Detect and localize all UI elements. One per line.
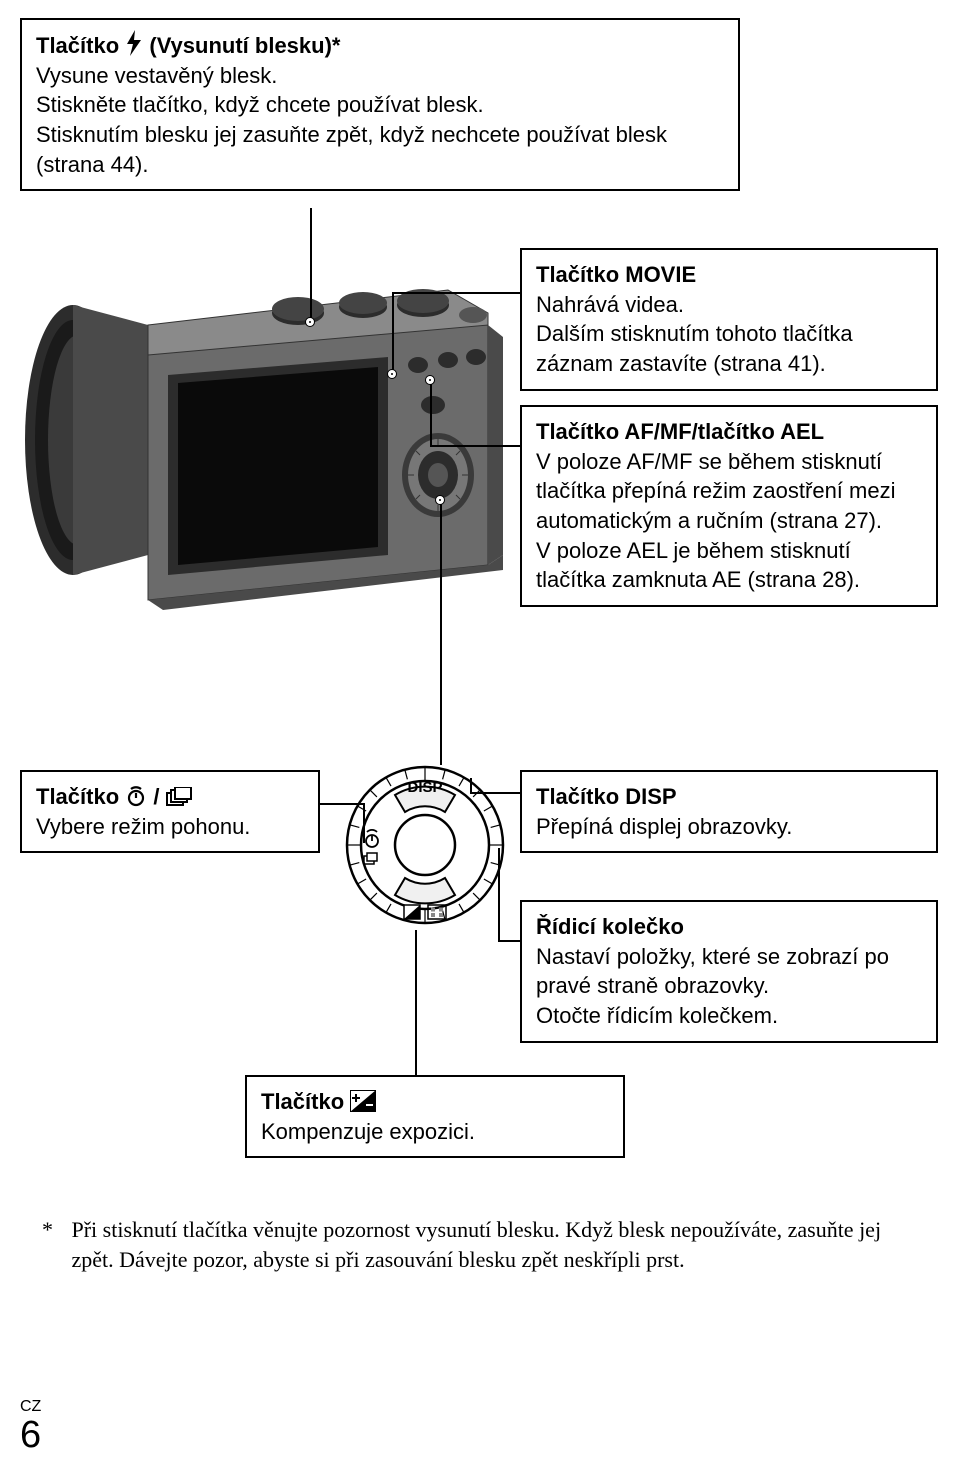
leader-dot bbox=[426, 376, 434, 384]
callout-flash-title: Tlačítko (Vysunutí blesku)* bbox=[36, 30, 724, 61]
text: V poloze AF/MF se během stisknutí tlačít… bbox=[536, 447, 922, 536]
disp-label: DISP bbox=[407, 779, 442, 796]
leader bbox=[470, 778, 472, 794]
leader bbox=[320, 803, 365, 805]
leader bbox=[310, 208, 312, 320]
text: Kompenzuje expozici. bbox=[261, 1117, 609, 1147]
text: / bbox=[153, 784, 165, 809]
callout-disp: Tlačítko DISP Přepíná displej obrazovky. bbox=[520, 770, 938, 853]
footnote-text: Při stisknutí tlačítka věnujte pozornost… bbox=[72, 1215, 912, 1276]
leader-dot bbox=[306, 318, 314, 326]
callout-afmf: Tlačítko AF/MF/tlačítko AEL V poloze AF/… bbox=[520, 405, 938, 607]
leader bbox=[392, 292, 394, 372]
self-timer-icon bbox=[125, 785, 147, 807]
text: Nastaví položky, které se zobrazí po pra… bbox=[536, 942, 922, 1001]
text: Otočte řídicím kolečkem. bbox=[536, 1001, 922, 1031]
text: Přepíná displej obrazovky. bbox=[536, 812, 922, 842]
burst-icon bbox=[166, 787, 192, 807]
leader bbox=[430, 380, 432, 447]
callout-afmf-title: Tlačítko AF/MF/tlačítko AEL bbox=[536, 417, 922, 447]
text: Stiskněte tlačítko, když chcete používat… bbox=[36, 90, 724, 120]
leader bbox=[470, 792, 520, 794]
page-number: 6 bbox=[20, 1414, 41, 1456]
text: Nahrává videa. bbox=[536, 290, 922, 320]
leader bbox=[430, 445, 520, 447]
footnote: * Při stisknutí tlačítka věnujte pozorno… bbox=[42, 1215, 922, 1276]
callout-expo-title: Tlačítko bbox=[261, 1087, 609, 1117]
text: Tlačítko bbox=[36, 33, 125, 58]
flash-icon bbox=[125, 30, 143, 56]
text: Vysune vestavěný blesk. bbox=[36, 61, 724, 91]
text: Stisknutím blesku jej zasuňte zpět, když… bbox=[36, 120, 724, 179]
text: V poloze AEL je během stisknutí tlačítka… bbox=[536, 536, 922, 595]
callout-wheel-title: Řídicí kolečko bbox=[536, 912, 922, 942]
camera-illustration bbox=[18, 265, 508, 645]
page-footer: CZ 6 bbox=[20, 1398, 41, 1454]
callout-flash: Tlačítko (Vysunutí blesku)* Vysune vesta… bbox=[20, 18, 740, 191]
callout-disp-title: Tlačítko DISP bbox=[536, 782, 922, 812]
text: (Vysunutí blesku)* bbox=[149, 33, 340, 58]
text: Vybere režim pohonu. bbox=[36, 812, 304, 842]
text: Tlačítko bbox=[36, 784, 125, 809]
leader-dot bbox=[388, 370, 396, 378]
exposure-comp-icon bbox=[350, 1090, 376, 1112]
leader bbox=[392, 292, 520, 294]
leader bbox=[415, 930, 417, 1075]
leader bbox=[440, 500, 442, 765]
callout-wheel: Řídicí kolečko Nastaví položky, které se… bbox=[520, 900, 938, 1043]
text: Tlačítko bbox=[261, 1089, 350, 1114]
callout-expo: Tlačítko Kompenzuje expozici. bbox=[245, 1075, 625, 1158]
text: Dalším stisknutím tohoto tlačítka záznam… bbox=[536, 319, 922, 378]
leader bbox=[363, 803, 365, 843]
callout-movie-title: Tlačítko MOVIE bbox=[536, 260, 922, 290]
callout-drive: Tlačítko / Vybere režim pohonu. bbox=[20, 770, 320, 853]
leader bbox=[498, 940, 520, 942]
callout-drive-title: Tlačítko / bbox=[36, 782, 304, 812]
leader-dot bbox=[436, 496, 444, 504]
footnote-marker: * bbox=[42, 1215, 66, 1245]
leader bbox=[498, 848, 500, 942]
callout-movie: Tlačítko MOVIE Nahrává videa. Dalším sti… bbox=[520, 248, 938, 391]
